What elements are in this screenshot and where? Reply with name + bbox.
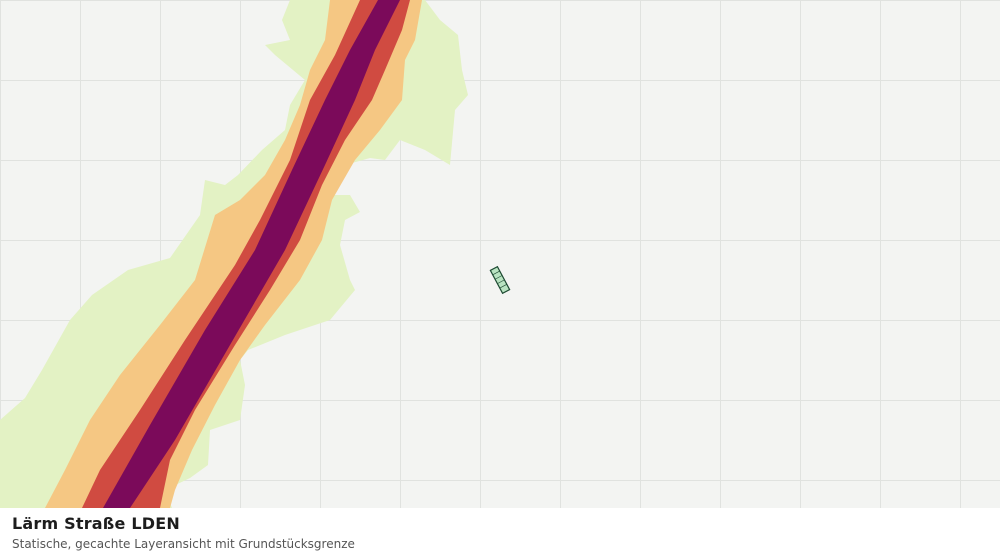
parcel-boundary [489,265,511,295]
caption-bar: Lärm Straße LDEN Statische, gecachte Lay… [0,508,1000,560]
map-view [0,0,1000,508]
noise-zone-very-high [103,0,400,508]
layer-subtitle: Statische, gecachte Layeransicht mit Gru… [12,537,355,551]
layer-title: Lärm Straße LDEN [12,514,180,533]
tile-grid [0,0,1000,508]
